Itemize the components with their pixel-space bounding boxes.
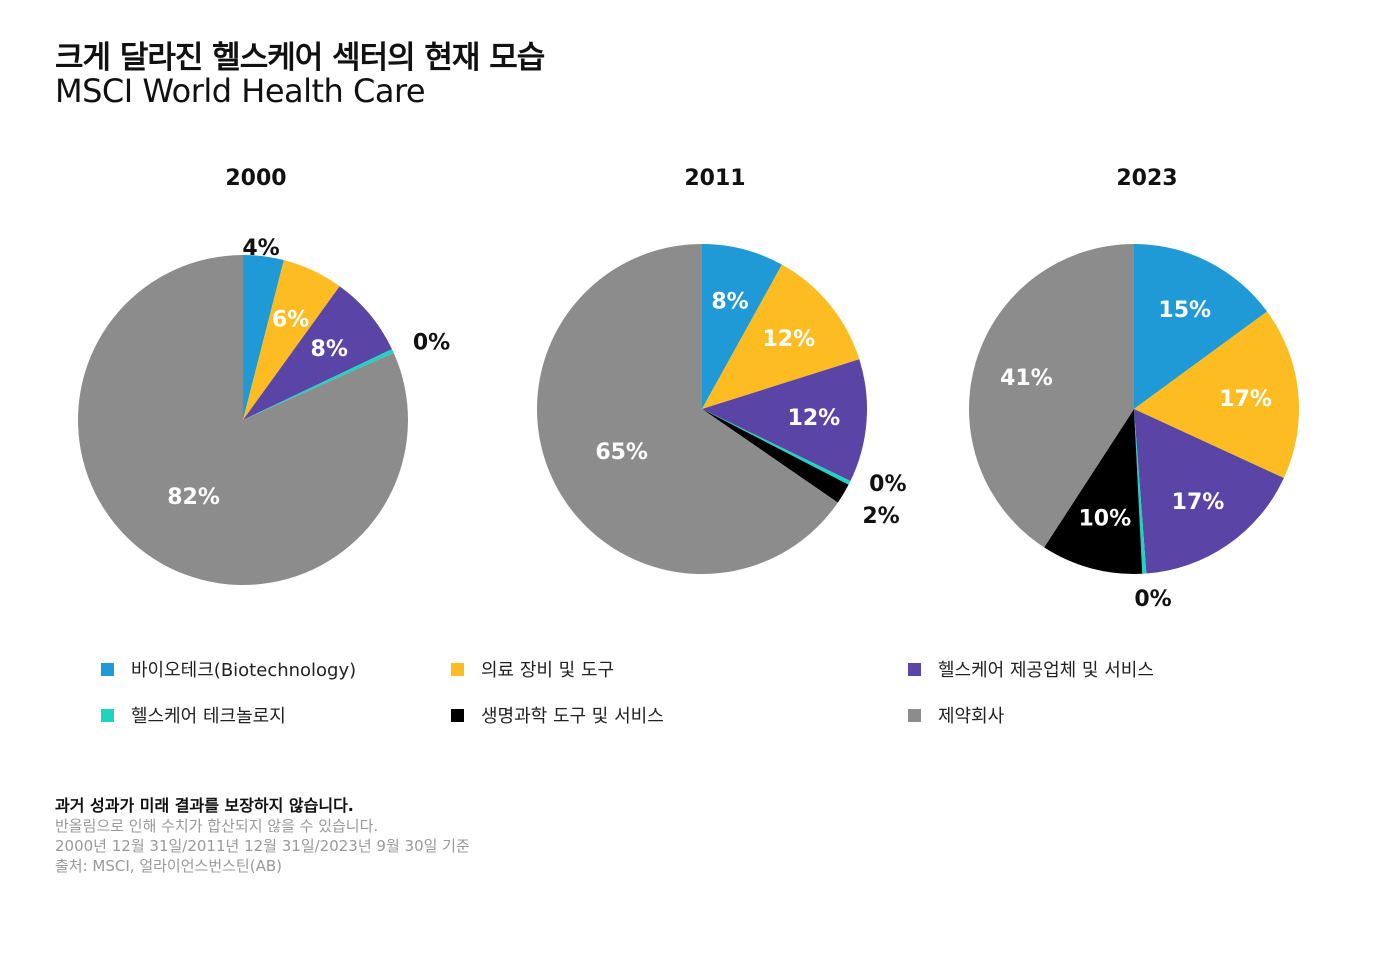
disclaimer: 과거 성과가 미래 결과를 보장하지 않습니다. [55,796,354,815]
data-label-biotech: 4% [242,236,279,261]
legend-item-health-tech: 헬스케어 테크놀로지 [101,702,286,728]
pie-2023: 2023 15% 17% 17% 0% 10% 41% [969,166,1299,612]
pie-title: 2023 [1116,166,1177,191]
legend-swatch [451,662,464,676]
data-label-life-sciences: 2% [862,504,899,529]
data-label-medical-equipment: 6% [272,307,309,332]
legend-item-medical-equipment: 의료 장비 및 도구 [451,656,614,682]
pie-2011: 2011 8% 12% 12% 0% 2% 65% [536,166,907,574]
data-label-life-sciences: 10% [1079,506,1132,531]
legend-label: 생명과학 도구 및 서비스 [481,706,664,727]
pie-title: 2000 [225,166,286,191]
data-label-biotech: 15% [1158,298,1211,323]
pie-slice-biotech [1134,244,1268,409]
legend-swatch [908,662,921,676]
data-label-medical-equipment: 12% [762,327,815,352]
pie-slice-medical-equipment [1134,311,1299,479]
legend-label: 헬스케어 테크놀로지 [131,706,286,727]
pie-slice-providers [702,359,867,482]
pie-slice-medical-equipment [243,260,340,420]
legend-label: 바이오테크(Biotechnology) [131,660,357,681]
legend-item-pharma: 제약회사 [908,702,1004,728]
footnotes: 과거 성과가 미래 결과를 보장하지 않습니다. 반올림으로 인해 수치가 합산… [55,796,470,876]
legend-label: 의료 장비 및 도구 [481,660,615,681]
pie-slice-health-tech [243,349,394,420]
pie-slice-health-tech [1134,409,1147,574]
data-label-providers: 12% [788,406,841,431]
pie-slice-biotech [243,255,284,420]
source-note: 출처: MSCI, 얼라이언스번스틴(AB) [55,857,282,875]
data-label-providers: 17% [1172,490,1225,515]
page-title: 크게 달라진 헬스케어 섹터의 현재 모습 [55,40,545,76]
dates-note: 2000년 12월 31일/2011년 12월 31일/2023년 9월 30일… [55,837,470,855]
data-label-health-tech: 0% [1134,587,1171,612]
data-label-medical-equipment: 17% [1219,387,1272,412]
legend-swatch [101,662,114,676]
pie-slice-health-tech [702,409,851,485]
pie-slice-medical-equipment [702,264,860,409]
legend-swatch [908,708,921,722]
data-label-biotech: 8% [711,289,748,314]
pie-slice-pharma [969,244,1134,548]
data-label-pharma: 41% [1000,366,1053,391]
pie-title: 2011 [684,166,745,191]
pie-2000: 2000 4% 6%8% 0% 82% [77,166,450,585]
pie-slice-providers [243,286,392,420]
data-label-health-tech: 0% [413,331,450,356]
legend-swatch [451,708,464,722]
pie-slice-life-sciences [702,409,849,503]
data-label-health-tech: 0% [869,472,906,497]
data-label-pharma: 65% [595,440,648,465]
pie-slice-life-sciences [1044,409,1143,575]
pie-slice-pharma [536,244,838,574]
legend-item-biotech: 바이오테크(Biotechnology) [101,656,356,682]
legend-label: 헬스케어 제공업체 및 서비스 [938,660,1154,681]
pie-slice-providers [1134,409,1284,574]
page-subtitle: MSCI World Health Care [55,72,426,110]
legend-swatch [101,708,114,722]
pie-slice-biotech [702,244,782,409]
pie-slice-pharma [77,255,408,585]
data-label-pharma: 82% [167,485,220,510]
legend-item-providers: 헬스케어 제공업체 및 서비스 [908,656,1154,682]
data-label-providers: 8% [311,337,348,362]
legend-label: 제약회사 [938,706,1005,727]
legend-item-life-sciences: 생명과학 도구 및 서비스 [451,702,664,728]
rounding-note: 반올림으로 인해 수치가 합산되지 않을 수 있습니다. [55,817,379,835]
